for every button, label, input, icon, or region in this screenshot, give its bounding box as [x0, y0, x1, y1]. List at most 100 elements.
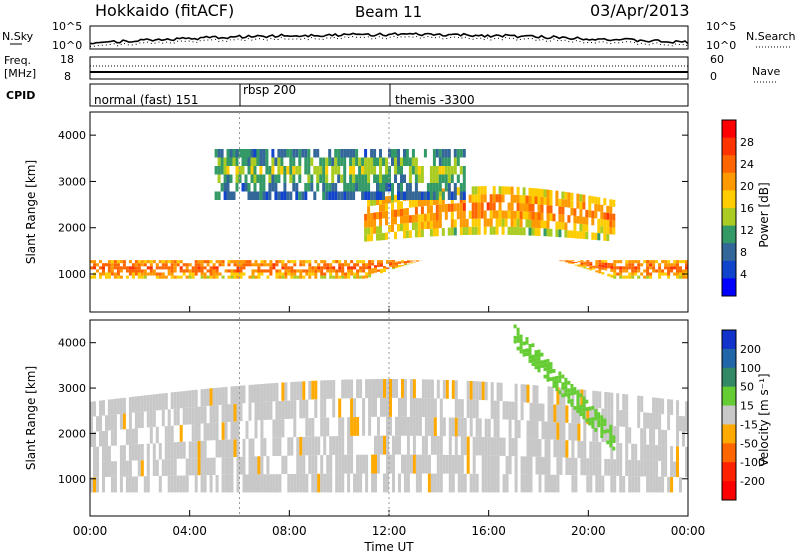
- velocity-cell: [667, 399, 671, 415]
- power-cell: [376, 191, 379, 200]
- velocity-cell: [463, 436, 467, 456]
- velocity-cell: [427, 379, 431, 399]
- power-cell: [286, 191, 290, 200]
- power-cell: [251, 263, 255, 267]
- power-cell: [568, 261, 572, 262]
- velocity-cell: [122, 413, 126, 430]
- velocity-cell: [582, 415, 586, 420]
- velocity-cell: [284, 455, 288, 474]
- power-cell: [340, 174, 344, 183]
- power-cell: [606, 219, 610, 227]
- power-cell: [598, 264, 602, 267]
- power-cell: [374, 267, 377, 271]
- velocity-cell: [236, 456, 240, 475]
- power-cell: [370, 220, 374, 227]
- nave-label: Nave: [752, 65, 780, 78]
- velocity-cell: [592, 441, 596, 459]
- power-cell: [453, 149, 457, 158]
- power-cell: [579, 231, 583, 239]
- power-cell: [355, 183, 359, 192]
- velocity-cell: [522, 341, 526, 346]
- power-cell: [546, 197, 550, 206]
- power-cell: [257, 275, 261, 279]
- velocity-cell: [576, 405, 580, 410]
- power-cell: [522, 211, 526, 220]
- power-cell: [232, 157, 236, 166]
- power-cell: [218, 260, 222, 264]
- power-cell: [244, 183, 248, 192]
- noise-sky-trace: [89, 32, 689, 45]
- velocity-cell: [398, 416, 401, 436]
- power-cell: [259, 149, 263, 158]
- power-cell: [134, 266, 138, 270]
- velocity-cell: [152, 443, 156, 460]
- velocity-cell: [263, 383, 267, 402]
- velocity-cell: [212, 422, 216, 441]
- power-cell: [304, 191, 308, 200]
- power-cell: [400, 208, 403, 217]
- power-cell: [314, 266, 318, 270]
- power-cell: [414, 183, 418, 192]
- velocity-cell: [610, 442, 614, 460]
- power-cell: [619, 269, 623, 273]
- power-cell: [462, 166, 466, 175]
- velocity-cell: [576, 397, 580, 402]
- velocity-cell: [320, 417, 324, 437]
- power-cell: [438, 174, 442, 183]
- power-cell: [355, 157, 359, 166]
- velocity-cell: [490, 400, 494, 419]
- power-cell: [534, 220, 538, 228]
- colorbar-swatch: [722, 462, 736, 482]
- power-cell: [555, 221, 559, 230]
- velocity-cell: [134, 476, 138, 493]
- power-cell: [405, 208, 409, 216]
- velocity-cell: [134, 412, 138, 429]
- velocity-cell: [606, 440, 610, 445]
- velocity-cell: [531, 358, 535, 363]
- power-cell: [254, 263, 258, 267]
- power-cell: [444, 204, 448, 212]
- power-cell: [570, 207, 574, 216]
- velocity-cell: [212, 457, 216, 475]
- power-cell: [374, 265, 377, 268]
- velocity-cell: [565, 457, 569, 475]
- power-cell: [531, 196, 535, 204]
- velocity-cell: [546, 362, 550, 367]
- power-cell: [510, 202, 514, 211]
- velocity-cell: [667, 476, 671, 493]
- power-cell: [673, 266, 677, 270]
- velocity-cell: [284, 382, 288, 401]
- power-cell: [110, 266, 114, 270]
- power-cell: [600, 204, 604, 212]
- power-cell: [286, 149, 290, 158]
- power-cell: [537, 196, 541, 205]
- velocity-cell: [236, 421, 240, 440]
- velocity-cell: [137, 444, 141, 461]
- power-cell: [477, 210, 481, 219]
- power-cell: [594, 232, 598, 240]
- power-cell: [239, 260, 243, 264]
- power-cell: [161, 272, 165, 276]
- power-cell: [134, 269, 138, 273]
- power-cell: [275, 263, 279, 267]
- power-cell: [367, 220, 371, 228]
- power-cell: [209, 269, 213, 273]
- power-cell: [607, 273, 611, 277]
- velocity-cell: [200, 389, 204, 407]
- power-cell: [302, 260, 306, 264]
- velocity-cell: [637, 460, 641, 477]
- power-cell: [105, 263, 108, 267]
- velocity-cell: [538, 439, 542, 457]
- velocity-cell: [588, 421, 592, 426]
- velocity-cell: [406, 473, 410, 493]
- velocity-cell: [215, 440, 219, 458]
- power-cell: [540, 212, 544, 221]
- power-cell: [549, 205, 553, 214]
- velocity-cell: [430, 379, 434, 399]
- power-cell: [403, 191, 406, 200]
- velocity-cell: [401, 454, 404, 474]
- power-cell: [610, 263, 614, 266]
- power-cell: [356, 263, 360, 267]
- power-cell: [628, 272, 632, 276]
- power-cell: [459, 166, 463, 175]
